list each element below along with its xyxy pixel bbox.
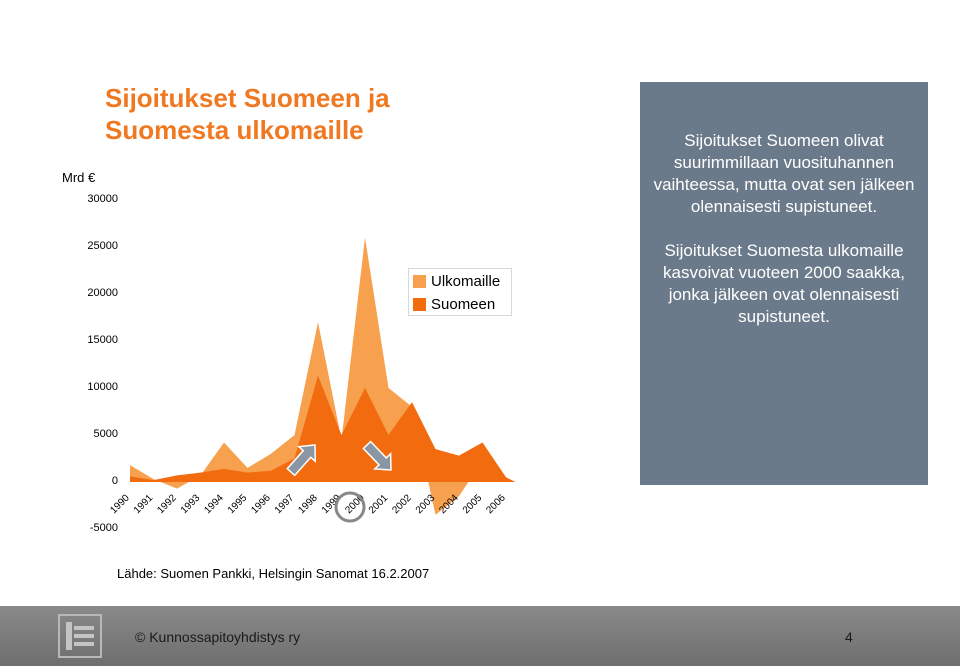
title-line-1: Sijoitukset Suomeen ja [105, 83, 390, 113]
highlight-circle-2000 [334, 491, 366, 523]
x-tick-label: 2005 [461, 492, 485, 516]
x-tick-label: 2002 [390, 492, 414, 516]
footer-copyright: © Kunnossapitoyhdistys ry [135, 629, 301, 645]
x-tick-label: 1992 [155, 492, 179, 516]
title-line-2: Suomesta ulkomaille [105, 115, 364, 145]
legend-swatch-ulkomaille [413, 275, 426, 288]
callout-box: Sijoitukset Suomeen olivat suurimmillaan… [640, 82, 928, 485]
x-tick-label: 1993 [179, 492, 203, 516]
legend-label-suomeen: Suomeen [431, 296, 496, 313]
up-arrow-icon [286, 444, 317, 477]
x-tick-label: 2001 [367, 492, 391, 516]
y-tick-label: 0 [111, 475, 118, 487]
callout-text-2: Sijoitukset Suomesta ulkomaille kasvoiva… [663, 241, 905, 326]
y-tick-label: 30000 [87, 193, 118, 205]
y-tick-label: 5000 [93, 428, 118, 440]
legend-item-suomeen: Suomeen [409, 294, 511, 315]
x-tick-label: 2006 [484, 492, 508, 516]
x-tick-label: 1997 [273, 492, 297, 516]
source-note: Lähde: Suomen Pankki, Helsingin Sanomat … [117, 566, 430, 581]
callout-text-1: Sijoitukset Suomeen olivat suurimmillaan… [653, 131, 915, 216]
logo-mark-icon [66, 622, 94, 650]
x-tick-label: 1990 [108, 492, 132, 516]
area-chart: 1990 1991 1992 1993 1994 1995 1996 1997 1998 1999… [108, 237, 516, 523]
area-series-suomeen [130, 375, 516, 482]
y-axis-unit: Mrd € [62, 170, 96, 185]
footer-bar: © Kunnossapitoyhdistys ry 4 [0, 606, 960, 666]
y-tick-label: 20000 [87, 287, 118, 299]
chart-legend: Ulkomaille Suomeen [408, 268, 512, 316]
y-tick-label: 25000 [87, 240, 118, 252]
y-tick-label: 15000 [87, 334, 118, 346]
x-tick-label: 1998 [296, 492, 320, 516]
down-arrow-icon [362, 440, 392, 471]
page-number: 4 [845, 629, 853, 645]
x-tick-label: 1995 [226, 492, 250, 516]
x-tick-label: 1991 [132, 492, 156, 516]
company-logo [58, 614, 102, 658]
legend-swatch-suomeen [413, 298, 426, 311]
x-tick-label: 1996 [249, 492, 273, 516]
slide-title: Sijoitukset Suomeen ja Suomesta ulkomail… [105, 82, 525, 146]
legend-label-ulkomaille: Ulkomaille [431, 273, 501, 290]
y-tick-label: -5000 [89, 522, 118, 534]
y-tick-label: 10000 [87, 381, 118, 393]
x-tick-label: 1994 [202, 492, 226, 516]
legend-item-ulkomaille: Ulkomaille [409, 271, 511, 292]
